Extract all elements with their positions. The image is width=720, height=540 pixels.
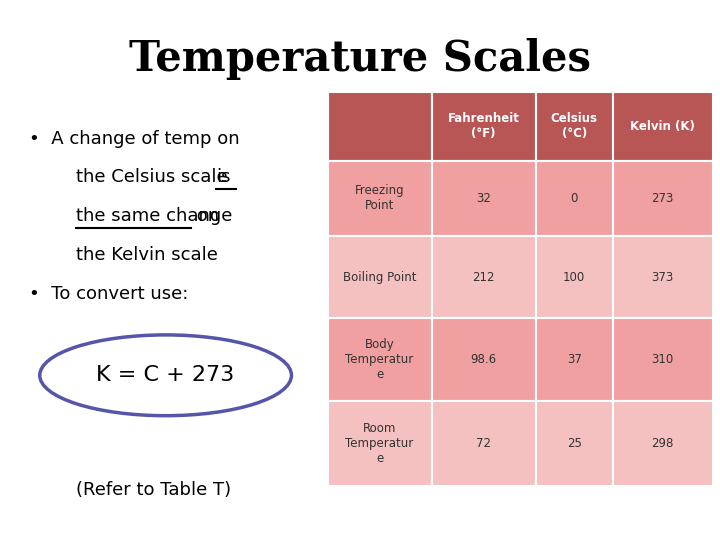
- FancyBboxPatch shape: [328, 161, 431, 235]
- Text: Room
Temperatur
e: Room Temperatur e: [346, 422, 414, 465]
- Text: the same change: the same change: [76, 207, 232, 225]
- Text: 310: 310: [652, 353, 674, 366]
- Text: 72: 72: [476, 437, 491, 450]
- FancyBboxPatch shape: [536, 161, 613, 235]
- Text: Kelvin (K): Kelvin (K): [630, 120, 696, 133]
- FancyBboxPatch shape: [536, 401, 613, 486]
- Text: 98.6: 98.6: [471, 353, 497, 366]
- Text: •  A change of temp on: • A change of temp on: [29, 130, 240, 147]
- Text: 0: 0: [570, 192, 578, 205]
- Text: Temperature Scales: Temperature Scales: [129, 38, 591, 80]
- FancyBboxPatch shape: [328, 319, 431, 401]
- FancyBboxPatch shape: [536, 92, 613, 161]
- Text: 298: 298: [652, 437, 674, 450]
- Text: 373: 373: [652, 271, 674, 284]
- Text: the Kelvin scale: the Kelvin scale: [76, 246, 217, 264]
- Text: Body
Temperatur
e: Body Temperatur e: [346, 339, 414, 381]
- Text: is: is: [216, 168, 230, 186]
- FancyBboxPatch shape: [431, 161, 536, 235]
- Text: 37: 37: [567, 353, 582, 366]
- Text: 273: 273: [652, 192, 674, 205]
- FancyBboxPatch shape: [328, 401, 431, 486]
- FancyBboxPatch shape: [431, 319, 536, 401]
- FancyBboxPatch shape: [536, 319, 613, 401]
- Text: K = C + 273: K = C + 273: [96, 365, 235, 386]
- Text: Boiling Point: Boiling Point: [343, 271, 416, 284]
- Text: Fahrenheit
(°F): Fahrenheit (°F): [448, 112, 520, 140]
- Text: 32: 32: [476, 192, 491, 205]
- Text: on: on: [191, 207, 219, 225]
- Text: •  To convert use:: • To convert use:: [29, 285, 188, 303]
- Text: (Refer to Table T): (Refer to Table T): [76, 481, 230, 498]
- FancyBboxPatch shape: [431, 401, 536, 486]
- Text: Celsius
(°C): Celsius (°C): [551, 112, 598, 140]
- FancyBboxPatch shape: [613, 401, 713, 486]
- FancyBboxPatch shape: [613, 235, 713, 319]
- Text: Freezing
Point: Freezing Point: [355, 184, 405, 212]
- FancyBboxPatch shape: [328, 235, 431, 319]
- Text: 100: 100: [563, 271, 585, 284]
- FancyBboxPatch shape: [613, 161, 713, 235]
- FancyBboxPatch shape: [328, 92, 431, 161]
- FancyBboxPatch shape: [613, 92, 713, 161]
- Text: 212: 212: [472, 271, 495, 284]
- FancyBboxPatch shape: [613, 319, 713, 401]
- FancyBboxPatch shape: [431, 92, 536, 161]
- Text: 25: 25: [567, 437, 582, 450]
- Text: the Celsius scale: the Celsius scale: [76, 168, 233, 186]
- FancyBboxPatch shape: [536, 235, 613, 319]
- FancyBboxPatch shape: [431, 235, 536, 319]
